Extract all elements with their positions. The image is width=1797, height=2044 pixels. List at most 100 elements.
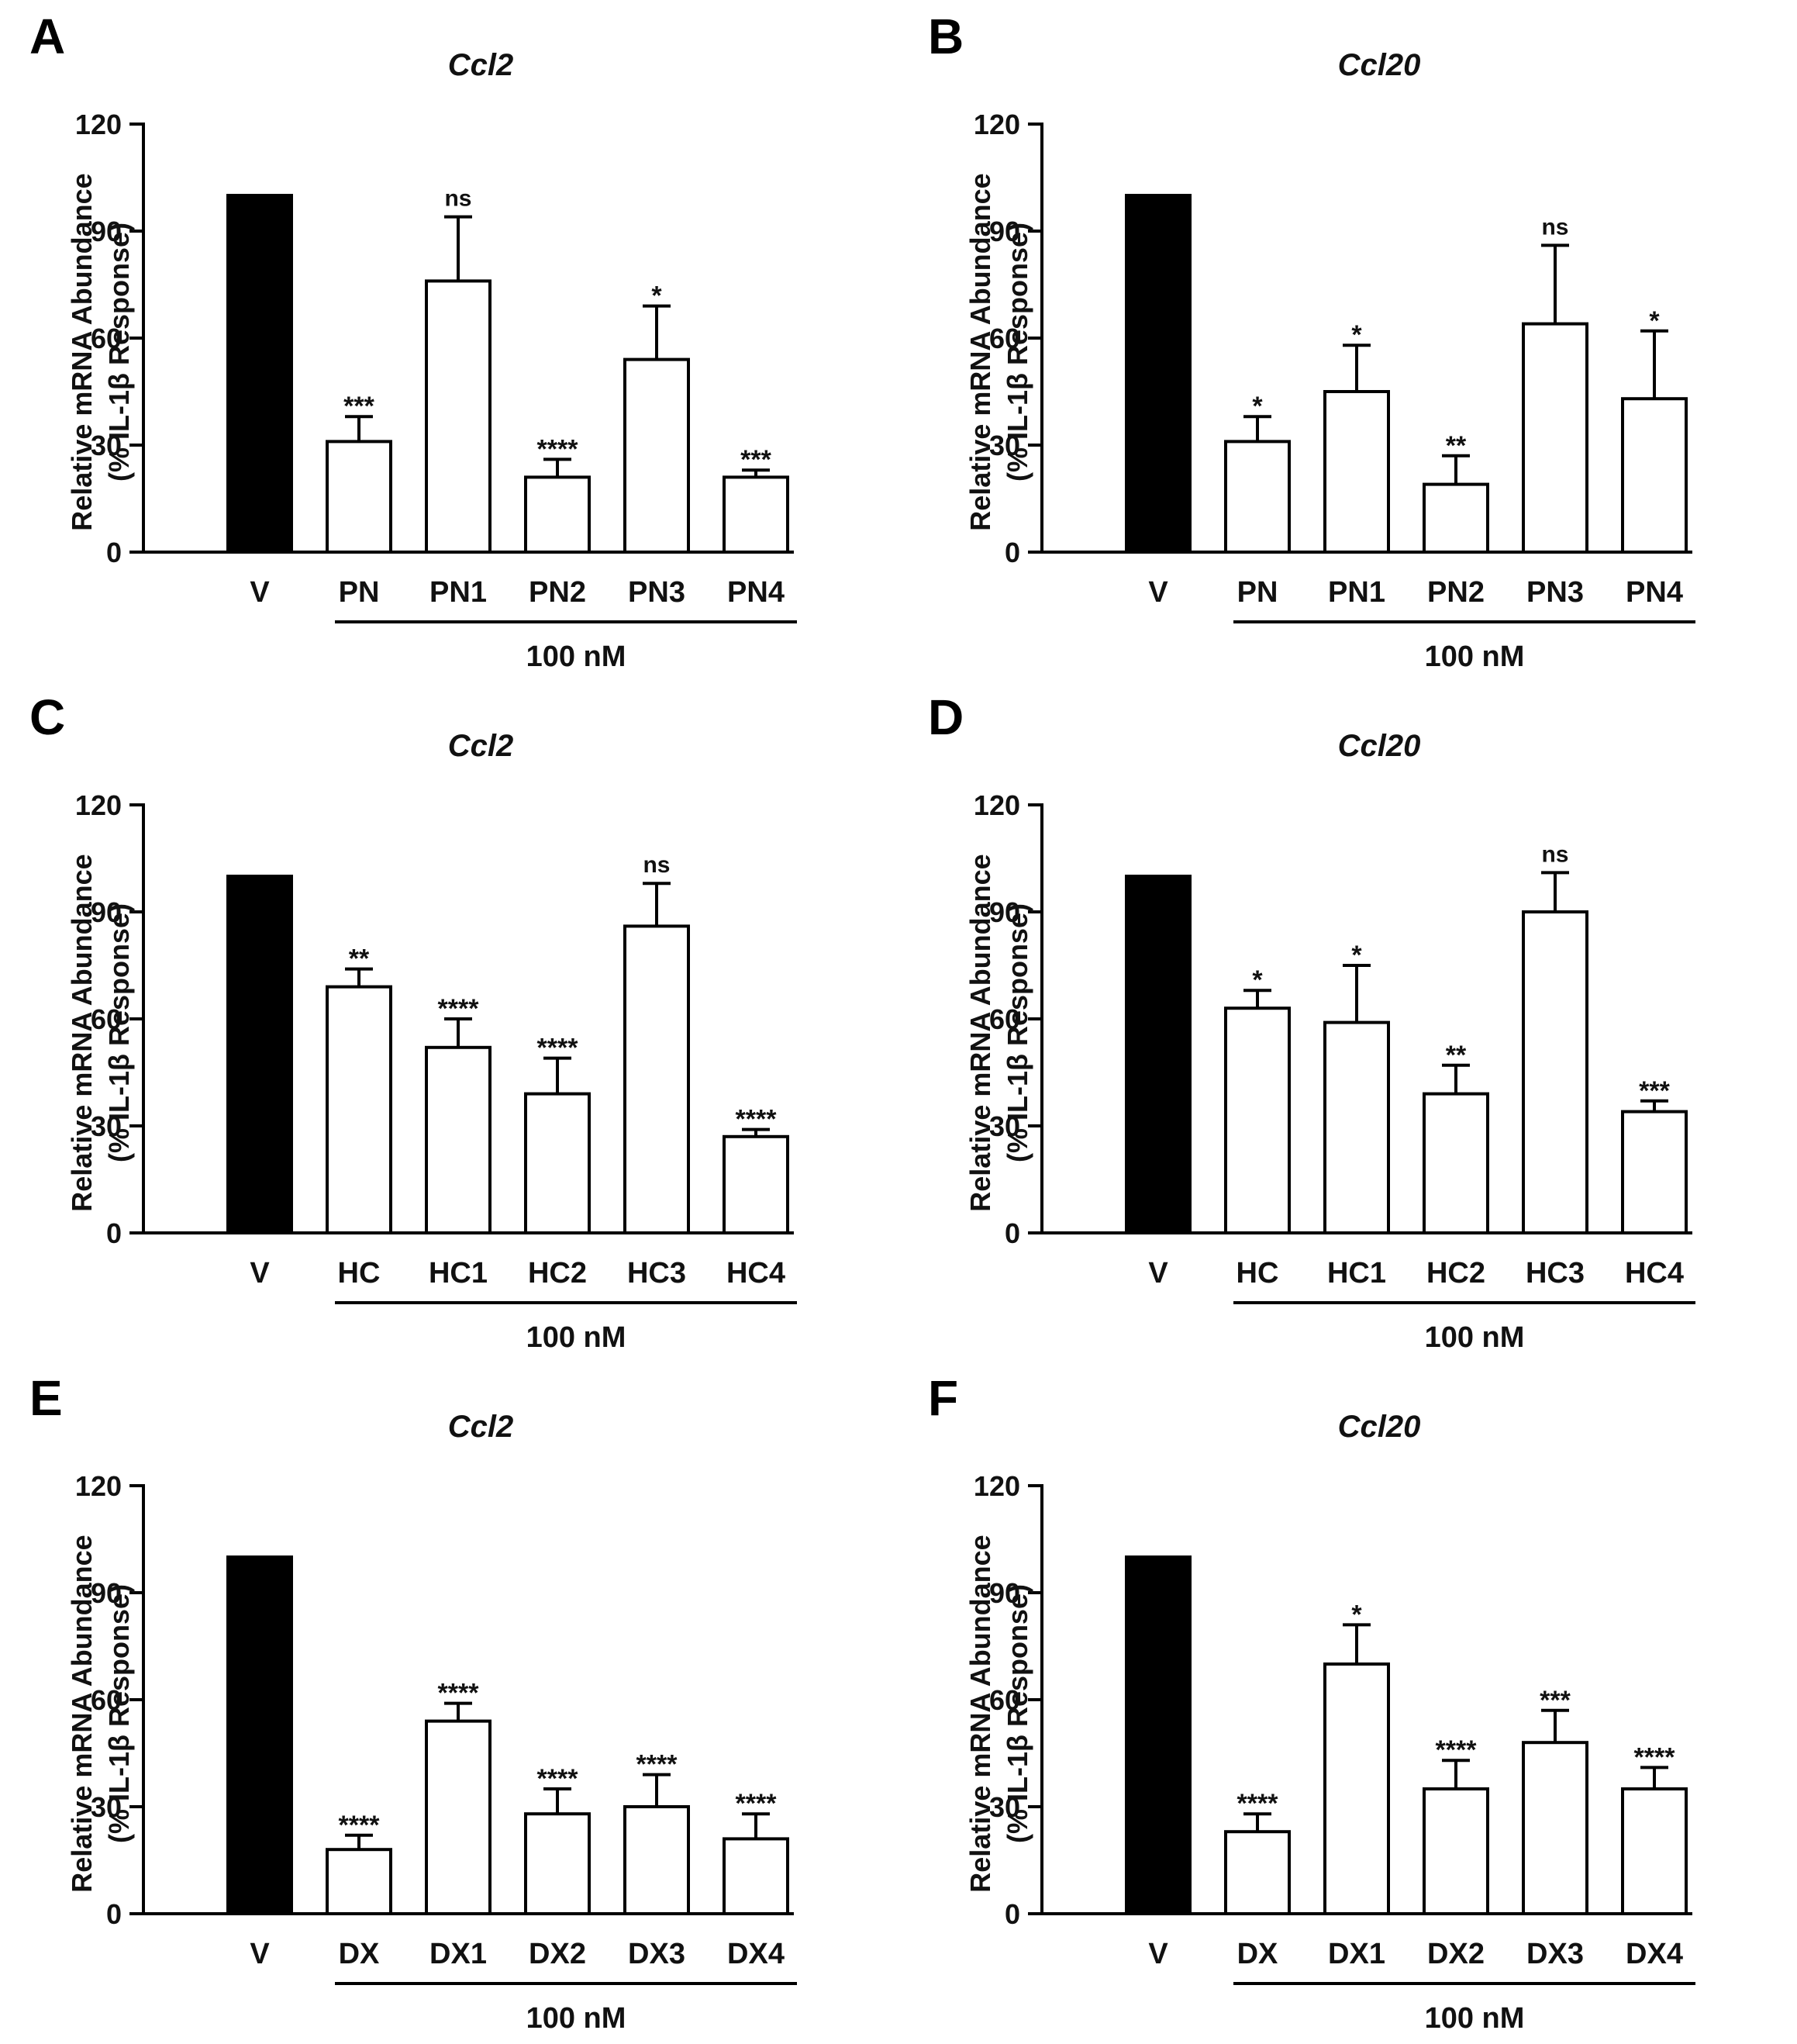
- significance-mark: **: [1446, 431, 1467, 461]
- significance-mark: *: [1351, 320, 1362, 350]
- x-tick-label: HC3: [627, 1257, 686, 1290]
- x-tick-label: DX2: [1427, 1938, 1485, 1970]
- chart-title: Ccl2: [447, 1410, 514, 1444]
- y-tick-label: 30: [91, 1110, 122, 1142]
- x-tick-label: DX1: [429, 1938, 487, 1970]
- y-tick-label: 120: [75, 1470, 122, 1502]
- bar: [1224, 440, 1291, 554]
- significance-mark: ****: [1237, 1789, 1279, 1818]
- bar-chart: 0 30 60 90 120 V * PN * PN1 ** PN2 ns PN3 * PN4: [974, 109, 1695, 623]
- x-tick-label: HC: [1237, 1257, 1279, 1290]
- y-tick-label: 120: [974, 109, 1020, 140]
- bar-chart: 0 30 60 90 120 V **** DX **** DX1 **** DX2 **** DX3 **…: [75, 1470, 797, 1985]
- y-tick-label: 60: [91, 323, 122, 354]
- bar: [524, 1092, 591, 1234]
- significance-mark: ****: [1634, 1742, 1676, 1772]
- bar: [1423, 482, 1489, 554]
- x-tick-label: HC: [338, 1257, 381, 1290]
- y-tick-label: 30: [989, 1110, 1020, 1142]
- y-tick-label: 120: [974, 789, 1020, 821]
- y-axis-label: Relative mRNA Abundance (% IL-1β Respons…: [962, 1512, 1036, 1915]
- bar-chart: 0 30 60 90 120 V * HC * HC1 ** HC2 ns HC3 *** HC4: [974, 789, 1695, 1304]
- x-tick-label: PN2: [529, 576, 586, 609]
- bar: [723, 1134, 789, 1234]
- panel-d: D Ccl20 Relative mRNA Abundance (% IL-1β…: [898, 681, 1797, 1362]
- y-tick-label: 60: [91, 1684, 122, 1716]
- y-axis-label-line1: Relative mRNA Abundance: [66, 854, 98, 1212]
- y-axis-label: Relative mRNA Abundance (% IL-1β Respons…: [962, 831, 1036, 1234]
- y-tick-label: 0: [106, 537, 122, 568]
- x-tick-label: PN3: [628, 576, 685, 609]
- y-axis-label-line1: Relative mRNA Abundance: [66, 1535, 98, 1893]
- significance-mark: ****: [339, 1811, 381, 1840]
- x-tick-label: V: [1148, 576, 1168, 609]
- bar: [1224, 1830, 1291, 1916]
- y-tick-label: 60: [91, 1003, 122, 1035]
- x-tick-label: HC3: [1526, 1257, 1585, 1290]
- x-tick-label: V: [250, 576, 270, 609]
- x-tick-label: V: [1148, 1257, 1168, 1290]
- panel-label: F: [928, 1370, 959, 1426]
- group-label: 100 nM: [526, 1321, 626, 1354]
- y-tick-label: 30: [989, 430, 1020, 461]
- y-axis-label-line1: Relative mRNA Abundance: [964, 173, 996, 531]
- bar: [1621, 1110, 1688, 1234]
- bar: [326, 1848, 392, 1916]
- significance-mark: ****: [537, 1764, 579, 1794]
- y-tick-label: 60: [989, 1003, 1020, 1035]
- x-tick-label: DX3: [628, 1938, 685, 1970]
- x-tick-label: PN4: [727, 576, 785, 609]
- significance-mark: ***: [740, 445, 771, 475]
- y-axis-label-line1: Relative mRNA Abundance: [66, 173, 98, 531]
- y-tick-label: 60: [989, 323, 1020, 354]
- y-tick-label: 0: [1005, 1217, 1020, 1249]
- y-tick-label: 30: [91, 430, 122, 461]
- significance-mark: ***: [343, 392, 374, 421]
- bar: [425, 1719, 492, 1915]
- x-tick-label: HC2: [1426, 1257, 1485, 1290]
- chart-title: Ccl20: [1337, 1410, 1421, 1444]
- group-label: 100 nM: [1424, 640, 1525, 673]
- y-axis-label: Relative mRNA Abundance (% IL-1β Respons…: [64, 831, 138, 1234]
- x-tick-label: DX4: [727, 1938, 785, 1970]
- significance-mark: *: [1351, 941, 1362, 970]
- x-tick-label: V: [250, 1938, 270, 1970]
- x-tick-label: DX: [1237, 1938, 1278, 1970]
- x-tick-label: DX: [339, 1938, 380, 1970]
- y-axis-label-line2: (% IL-1β Response): [103, 903, 135, 1163]
- panel-a: A Ccl2 Relative mRNA Abundance (% IL-1β …: [0, 0, 898, 681]
- panel-f: F Ccl20 Relative mRNA Abundance (% IL-1β…: [898, 1362, 1797, 2042]
- bar: [1125, 875, 1192, 1234]
- x-tick-label: HC2: [528, 1257, 587, 1290]
- bar: [1423, 1787, 1489, 1915]
- bar: [326, 440, 392, 554]
- bar-chart: 0 30 60 90 120 V **** DX * DX1 **** DX2 *** DX3 **** DX…: [974, 1470, 1695, 1985]
- y-axis-label-line2: (% IL-1β Response): [1002, 903, 1033, 1163]
- x-tick-label: PN: [1237, 576, 1278, 609]
- bar: [226, 875, 293, 1234]
- bar-chart: 0 30 60 90 120 V ** HC **** HC1 **** HC2 ns HC3 **** HC…: [75, 789, 797, 1304]
- x-tick-label: DX2: [529, 1938, 586, 1970]
- bar: [1323, 390, 1390, 554]
- y-tick-label: 90: [989, 1577, 1020, 1609]
- x-tick-label: HC1: [429, 1257, 488, 1290]
- significance-mark: **: [349, 944, 370, 974]
- y-axis-label-line1: Relative mRNA Abundance: [964, 854, 996, 1212]
- x-tick-label: PN3: [1526, 576, 1584, 609]
- significance-mark: ****: [537, 1034, 579, 1063]
- significance-mark: ****: [1436, 1735, 1478, 1765]
- bar: [623, 1805, 690, 1915]
- panel-e: E Ccl2 Relative mRNA Abundance (% IL-1β …: [0, 1362, 898, 2042]
- y-tick-label: 0: [1005, 1898, 1020, 1930]
- significance-mark: *: [651, 281, 662, 311]
- x-tick-label: V: [250, 1257, 270, 1290]
- panel-label: B: [928, 9, 964, 64]
- group-label: 100 nM: [526, 2002, 626, 2035]
- bar: [524, 1812, 591, 1916]
- y-axis-label: Relative mRNA Abundance (% IL-1β Respons…: [64, 150, 138, 554]
- y-axis-label-line2: (% IL-1β Response): [1002, 1583, 1033, 1844]
- y-axis-label-line1: Relative mRNA Abundance: [964, 1535, 996, 1893]
- bar: [425, 279, 492, 554]
- group-label: 100 nM: [1424, 2002, 1525, 2035]
